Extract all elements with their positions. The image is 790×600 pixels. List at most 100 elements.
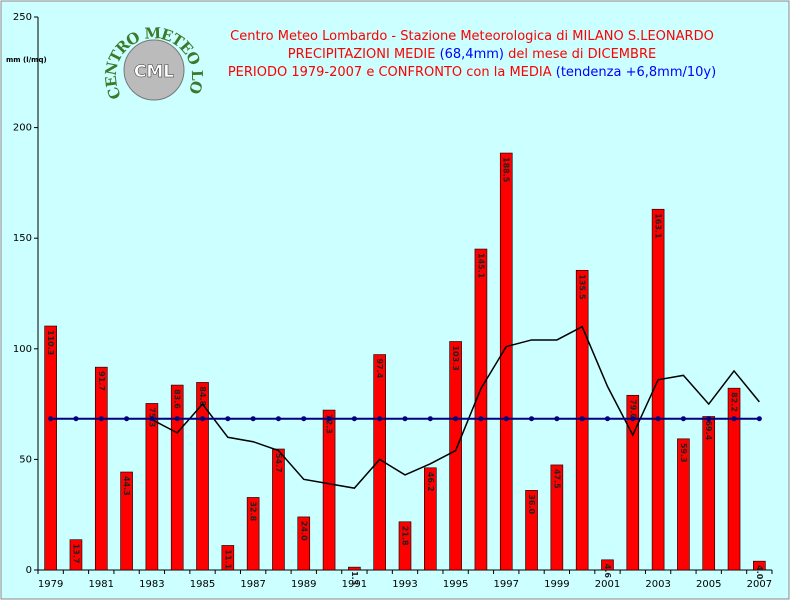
bar xyxy=(69,539,83,571)
data-label: 24.0 xyxy=(299,521,308,541)
data-label: 188.5 xyxy=(502,157,511,183)
y-tick-label: 100 xyxy=(13,344,32,355)
x-tick-label: 1993 xyxy=(392,579,417,590)
data-label: 21.8 xyxy=(401,526,410,546)
x-tick-label: 1979 xyxy=(38,579,63,590)
chart-title: PERIODO 1979-2007 e CONFRONTO con la MED… xyxy=(228,65,716,80)
data-label: 84.8 xyxy=(198,386,207,406)
x-tick-label: 1989 xyxy=(291,579,316,590)
line-marker xyxy=(554,416,560,422)
data-label: 4.0 xyxy=(755,565,764,580)
x-tick-label: 2003 xyxy=(645,579,670,590)
line-marker xyxy=(377,416,383,422)
line-marker xyxy=(225,416,231,422)
line-marker xyxy=(706,416,712,422)
bar xyxy=(449,341,462,571)
bar xyxy=(525,490,538,571)
x-tick-label: 1985 xyxy=(190,579,215,590)
x-tick-label: 1983 xyxy=(139,579,164,590)
logo-map xyxy=(123,39,185,101)
line-marker xyxy=(453,416,459,422)
y-tick-label: 150 xyxy=(13,233,32,244)
line-marker xyxy=(756,416,762,422)
line-marker xyxy=(680,416,686,422)
title-part: PRECIPITAZIONI MEDIE xyxy=(288,47,440,62)
line-marker xyxy=(48,416,54,422)
title-part: del mese di DICEMBRE xyxy=(504,47,656,62)
bar xyxy=(120,471,133,571)
line-marker xyxy=(250,416,256,422)
title-part: PERIODO 1979-2007 e CONFRONTO con la MED… xyxy=(228,65,556,80)
data-label: 110.3 xyxy=(46,330,55,355)
y-tick-label: 200 xyxy=(13,123,32,134)
data-label: 91.7 xyxy=(97,371,106,391)
line-marker xyxy=(301,416,307,422)
logo-center-text: CML xyxy=(134,62,174,82)
data-label: 36.0 xyxy=(527,494,536,514)
y-tick-label: 50 xyxy=(19,454,32,465)
bar xyxy=(499,152,513,571)
bar xyxy=(677,438,690,571)
data-label: 97.4 xyxy=(375,359,384,379)
bar xyxy=(626,394,640,571)
data-label: 135.5 xyxy=(578,274,587,300)
x-tick-label: 2005 xyxy=(696,579,721,590)
x-tick-label: 1997 xyxy=(494,579,519,590)
bar xyxy=(753,560,766,571)
data-label: 54.7 xyxy=(274,453,283,473)
line-marker xyxy=(478,416,484,422)
bar xyxy=(424,467,437,571)
data-label: 82.2 xyxy=(730,392,739,412)
x-tick-label: 2001 xyxy=(595,579,620,590)
data-label: 59.3 xyxy=(679,443,688,463)
line-marker xyxy=(200,416,206,422)
data-label: 72.3 xyxy=(325,414,334,434)
title-part: (68,4mm) xyxy=(440,47,504,62)
bar xyxy=(246,497,260,571)
bar xyxy=(727,387,741,571)
y-tick-label: 250 xyxy=(13,12,32,23)
x-tick-label: 1999 xyxy=(544,579,569,590)
x-tick-label: 1981 xyxy=(89,579,114,590)
bar xyxy=(348,566,361,571)
line-marker xyxy=(579,416,585,422)
line-marker xyxy=(351,416,357,422)
line-marker xyxy=(326,416,332,422)
bar xyxy=(221,545,235,571)
data-label: 1.3 xyxy=(350,571,359,585)
bar xyxy=(651,208,665,571)
x-tick-label: 1995 xyxy=(443,579,468,590)
bar xyxy=(272,448,285,571)
line-marker xyxy=(503,416,509,422)
data-label: 46.2 xyxy=(426,472,435,492)
data-label: 11.1 xyxy=(223,549,232,569)
line-marker xyxy=(630,416,636,422)
line-marker xyxy=(275,416,281,422)
title-part: (tendenza +6,8mm/10y) xyxy=(556,65,716,80)
line-marker xyxy=(174,416,180,422)
x-tick-label: 1987 xyxy=(240,579,265,590)
line xyxy=(151,325,760,489)
line-marker xyxy=(655,416,661,422)
bar xyxy=(550,464,564,571)
line-marker xyxy=(529,416,535,422)
line-marker xyxy=(402,416,408,422)
line-marker xyxy=(73,416,79,422)
line-marker xyxy=(427,416,433,422)
data-label: 163.1 xyxy=(654,213,663,239)
bar xyxy=(474,248,488,571)
line-marker xyxy=(731,416,737,422)
line-marker xyxy=(124,416,130,422)
bar xyxy=(398,521,412,571)
x-tick-label: 2007 xyxy=(747,579,772,590)
data-label: 4.6 xyxy=(603,564,612,579)
chart-title: Centro Meteo Lombardo - Stazione Meteoro… xyxy=(230,29,714,44)
bar xyxy=(601,559,614,571)
data-label: 32.8 xyxy=(249,501,258,521)
data-label: 145.1 xyxy=(476,253,485,279)
bar xyxy=(196,382,209,571)
data-label: 103.3 xyxy=(451,346,460,371)
data-label: 13.7 xyxy=(71,544,80,564)
data-label: 83.6 xyxy=(173,389,182,409)
